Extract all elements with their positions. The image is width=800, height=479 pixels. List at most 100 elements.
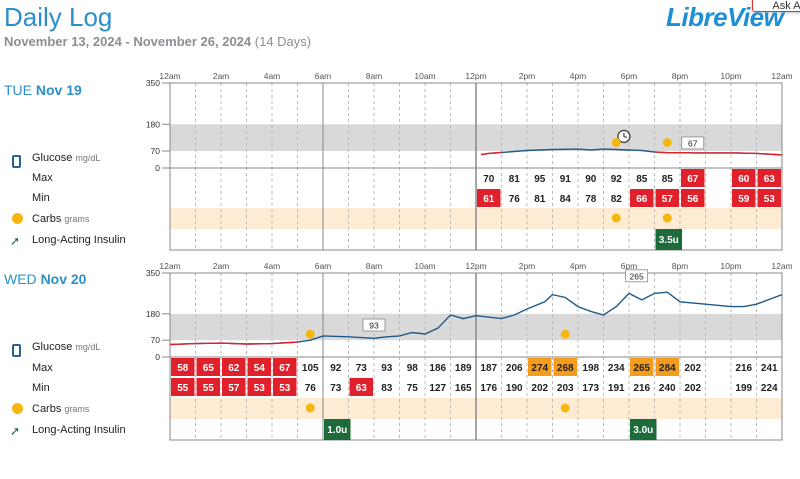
glucose-curve-low-segment bbox=[654, 151, 668, 154]
libreview-logo: LibreView bbox=[666, 2, 784, 32]
glucose-callout-value: 67 bbox=[688, 138, 698, 148]
min-value: 199 bbox=[735, 383, 752, 394]
max-label: Max bbox=[32, 362, 53, 374]
max-value: 90 bbox=[585, 174, 597, 185]
min-value: 165 bbox=[455, 383, 472, 394]
min-value: 57 bbox=[662, 194, 674, 205]
max-value: 93 bbox=[381, 363, 393, 374]
max-value: 67 bbox=[279, 363, 291, 374]
max-value: 85 bbox=[636, 174, 648, 185]
min-cell-bg bbox=[196, 378, 220, 396]
days-count: (14 Days) bbox=[254, 34, 312, 49]
day-label-wed: WED Nov 20 bbox=[4, 271, 86, 287]
glucose-curve-low-segment bbox=[488, 151, 502, 155]
max-label: Max bbox=[32, 172, 53, 184]
time-axis-label: 6pm bbox=[621, 261, 638, 271]
glucose-curve-low-segment bbox=[756, 152, 783, 156]
carb-apple-icon bbox=[662, 138, 672, 147]
carb-apple-icon bbox=[611, 138, 621, 147]
day-dow: WED bbox=[4, 271, 37, 287]
min-cell-bg bbox=[630, 189, 654, 207]
carbs-label-text: Carbs bbox=[32, 213, 62, 225]
min-value: 78 bbox=[585, 194, 597, 205]
carbs-label-text: Carbs bbox=[32, 403, 62, 415]
max-value: 202 bbox=[684, 363, 701, 374]
apple-icon bbox=[12, 213, 23, 224]
max-cell-bg bbox=[553, 358, 577, 376]
glucose-curve-low-segment bbox=[220, 342, 247, 345]
max-value: 60 bbox=[738, 174, 750, 185]
max-value: 216 bbox=[735, 363, 752, 374]
min-value: 173 bbox=[582, 383, 599, 394]
time-axis-label: 8am bbox=[366, 261, 383, 271]
y-tick-label: 180 bbox=[146, 309, 160, 319]
min-value: 56 bbox=[687, 194, 699, 205]
max-cell-bg bbox=[757, 169, 781, 187]
time-axis-label: 12pm bbox=[465, 71, 486, 81]
carbs-unit: grams bbox=[64, 404, 90, 414]
glucose-curve bbox=[169, 291, 783, 346]
time-axis-label: 12am bbox=[771, 71, 792, 81]
max-value: 198 bbox=[582, 363, 599, 374]
day-date: Nov 19 bbox=[35, 82, 82, 98]
min-cell-bg bbox=[757, 189, 781, 207]
max-value: 98 bbox=[407, 363, 419, 374]
max-value: 73 bbox=[356, 363, 368, 374]
glucose-label-text: Glucose bbox=[32, 152, 73, 164]
glucose-sensor-icon bbox=[12, 344, 21, 357]
min-cell-bg bbox=[273, 378, 297, 396]
max-value: 92 bbox=[611, 174, 623, 185]
time-axis-label: 8pm bbox=[672, 261, 689, 271]
min-cell-bg bbox=[477, 189, 501, 207]
glucose-callout-value: 93 bbox=[369, 321, 379, 331]
max-cell-bg bbox=[222, 358, 246, 376]
min-cell-bg bbox=[349, 378, 373, 396]
time-axis-label: 2am bbox=[213, 71, 230, 81]
min-value: 53 bbox=[254, 383, 266, 394]
max-cell-bg bbox=[247, 358, 271, 376]
max-cell-bg bbox=[732, 169, 756, 187]
max-value: 189 bbox=[455, 363, 472, 374]
min-value: 76 bbox=[305, 383, 317, 394]
time-axis-label: 2am bbox=[213, 261, 230, 271]
min-value: 53 bbox=[279, 383, 291, 394]
min-value: 240 bbox=[659, 383, 676, 394]
min-cell-bg bbox=[247, 378, 271, 396]
min-value: 76 bbox=[509, 194, 521, 205]
carb-apple-icon bbox=[611, 213, 621, 223]
time-axis-label: 4am bbox=[264, 261, 281, 271]
ask-ai-button[interactable]: Ask AI bbox=[752, 0, 800, 12]
time-axis-label: 4pm bbox=[570, 71, 587, 81]
min-value: 66 bbox=[636, 194, 648, 205]
apple-icon bbox=[12, 403, 23, 414]
min-value: 216 bbox=[633, 383, 650, 394]
insulin-dose-label: 3.0u bbox=[633, 425, 653, 436]
page-title: Daily Log bbox=[4, 2, 113, 32]
min-value: 57 bbox=[228, 383, 240, 394]
carbs-unit: grams bbox=[64, 214, 90, 224]
y-tick-label: 70 bbox=[151, 335, 161, 345]
max-value: 241 bbox=[761, 363, 778, 374]
time-axis-label: 4am bbox=[264, 71, 281, 81]
max-value: 187 bbox=[480, 363, 497, 374]
glucose-callout-box bbox=[625, 269, 649, 283]
y-tick-label: 180 bbox=[146, 119, 160, 129]
time-axis-label: 6am bbox=[315, 261, 332, 271]
time-axis-label: 6pm bbox=[621, 71, 638, 81]
max-value: 265 bbox=[633, 363, 650, 374]
carbs-label: Carbs grams bbox=[32, 403, 89, 415]
time-axis-label: 12am bbox=[159, 261, 180, 271]
min-value: 83 bbox=[381, 383, 393, 394]
carb-apple-icon bbox=[305, 403, 315, 413]
max-value: 91 bbox=[560, 174, 572, 185]
min-value: 55 bbox=[203, 383, 215, 394]
glucose-label-text: Glucose bbox=[32, 341, 73, 353]
max-value: 284 bbox=[659, 363, 676, 374]
time-axis-label: 2pm bbox=[519, 261, 536, 271]
time-axis-label: 10pm bbox=[720, 71, 741, 81]
max-cell-bg bbox=[655, 358, 679, 376]
carb-apple-icon bbox=[560, 403, 570, 413]
time-axis-label: 8pm bbox=[672, 71, 689, 81]
max-value: 81 bbox=[509, 174, 521, 185]
time-axis-label: 12pm bbox=[465, 261, 486, 271]
